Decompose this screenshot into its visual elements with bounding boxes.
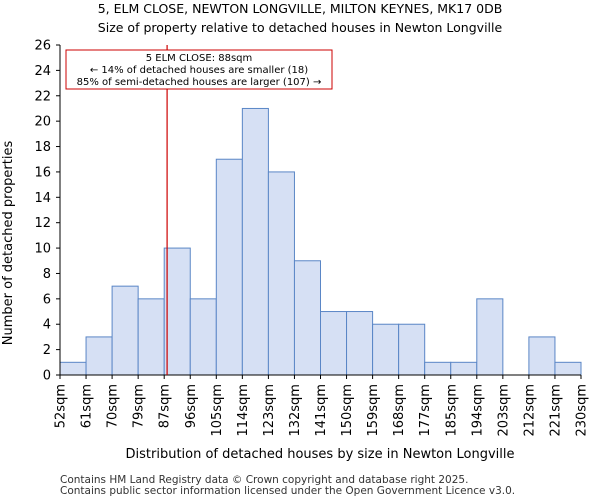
x-tick-label: 132sqm <box>288 384 303 437</box>
footer-line-1: Contains HM Land Registry data © Crown c… <box>60 474 468 486</box>
x-tick-label: 221sqm <box>548 384 563 437</box>
bar-79sqm <box>137 298 165 376</box>
bar-123sqm <box>267 171 295 376</box>
y-tick-label: 20 <box>34 115 51 130</box>
y-tick-label: 26 <box>34 39 51 54</box>
x-tick-label: 177sqm <box>418 384 433 437</box>
y-tick-label: 6 <box>43 292 51 307</box>
bar-114sqm <box>241 107 269 376</box>
bar-212sqm <box>528 336 556 376</box>
bar-177sqm <box>424 361 452 376</box>
x-tick-label: 159sqm <box>366 384 381 437</box>
x-tick-label: 123sqm <box>262 384 277 437</box>
x-axis-label: Distribution of detached houses by size … <box>126 447 515 462</box>
y-tick-label: 2 <box>43 343 51 358</box>
x-tick-label: 194sqm <box>470 384 485 437</box>
annotation-line-1: 5 ELM CLOSE: 88sqm <box>146 53 253 64</box>
bar-221sqm <box>554 361 582 376</box>
y-tick-label: 8 <box>43 267 51 282</box>
x-tick-label: 52sqm <box>54 384 69 428</box>
x-tick-label: 168sqm <box>392 384 407 437</box>
bar-194sqm <box>476 298 504 376</box>
annotation-line-2: ← 14% of detached houses are smaller (18… <box>90 65 308 76</box>
bar-105sqm <box>215 158 243 376</box>
x-tick-label: 185sqm <box>444 384 459 437</box>
annotation-box: 5 ELM CLOSE: 88sqm ← 14% of detached hou… <box>65 49 333 90</box>
x-tick-label: 105sqm <box>210 384 225 437</box>
y-tick-label: 0 <box>43 369 51 384</box>
bar-52sqm <box>59 361 87 376</box>
x-tick-label: 70sqm <box>106 384 121 428</box>
bar-141sqm <box>320 311 348 376</box>
x-tick-label: 114sqm <box>236 384 251 437</box>
chart-title: 5, ELM CLOSE, NEWTON LONGVILLE, MILTON K… <box>98 1 503 16</box>
bar-159sqm <box>372 323 400 376</box>
footer-line-2: Contains public sector information licen… <box>60 485 515 497</box>
y-tick-label: 4 <box>43 318 51 333</box>
y-axis-label: Number of detached properties <box>1 141 16 346</box>
bar-61sqm <box>85 336 113 376</box>
bar-185sqm <box>450 361 478 376</box>
bar-150sqm <box>346 311 374 376</box>
y-tick-label: 24 <box>34 64 51 79</box>
x-tick-label: 96sqm <box>184 384 199 428</box>
x-tick-label: 79sqm <box>132 384 147 428</box>
y-tick-label: 14 <box>34 191 51 206</box>
annotation-line-3: 85% of semi-detached houses are larger (… <box>77 77 322 88</box>
x-axis: 52sqm 61sqm 70sqm 79sqm 87sqm 96sqm 105sqm 114s… <box>54 374 590 437</box>
bars-group <box>59 107 582 376</box>
y-tick-label: 18 <box>34 140 51 155</box>
x-tick-label: 141sqm <box>314 384 329 437</box>
chart-subtitle: Size of property relative to detached ho… <box>98 20 503 35</box>
x-tick-label: 61sqm <box>80 384 95 428</box>
x-tick-label: 87sqm <box>158 384 173 428</box>
x-tick-label: 230sqm <box>575 384 590 437</box>
x-tick-label: 212sqm <box>522 384 537 437</box>
bar-70sqm <box>111 285 139 376</box>
x-tick-label: 150sqm <box>340 384 355 437</box>
bar-168sqm <box>398 323 426 376</box>
annotation-border <box>65 49 333 90</box>
y-tick-label: 16 <box>34 165 51 180</box>
bar-96sqm <box>189 298 217 376</box>
y-tick-label: 10 <box>34 242 51 257</box>
bar-132sqm <box>293 260 322 376</box>
bar-87sqm <box>163 247 191 376</box>
x-tick-label: 203sqm <box>496 384 511 437</box>
y-tick-label: 12 <box>34 216 51 231</box>
y-tick-label: 22 <box>34 89 51 104</box>
